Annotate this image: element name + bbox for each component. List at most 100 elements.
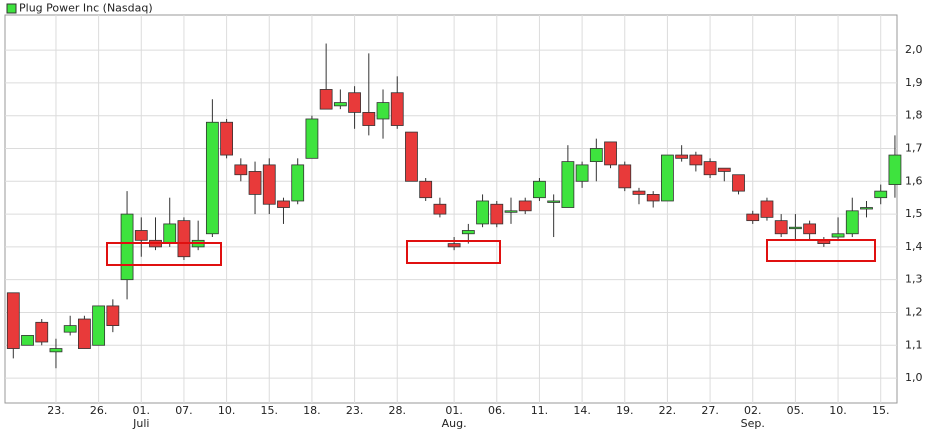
candle-body bbox=[646, 194, 660, 202]
x-tick-label: 14. bbox=[573, 404, 591, 417]
candle-body bbox=[49, 348, 63, 353]
x-tick-label: 05. bbox=[787, 404, 805, 417]
y-tick-label: 1,2 bbox=[905, 305, 923, 318]
candle-body bbox=[547, 200, 561, 203]
x-tick-label: 26. bbox=[90, 404, 108, 417]
y-tick-label: 1,3 bbox=[905, 273, 923, 286]
candle-body bbox=[234, 164, 248, 176]
candle-body bbox=[703, 161, 717, 176]
candle-body bbox=[106, 305, 120, 326]
highlight-box bbox=[766, 239, 876, 262]
plot-area bbox=[4, 14, 898, 404]
candle-body bbox=[760, 200, 774, 218]
candle-body bbox=[518, 200, 532, 212]
x-tick-label: 02. bbox=[744, 404, 762, 417]
y-tick-label: 1,4 bbox=[905, 240, 923, 253]
candle-body bbox=[575, 164, 589, 182]
y-tick-label: 1,0 bbox=[905, 371, 923, 384]
highlight-boxes bbox=[106, 239, 876, 266]
candle-body bbox=[447, 243, 461, 248]
x-tick-label: 19. bbox=[616, 404, 634, 417]
candle-body bbox=[476, 200, 489, 225]
x-tick-label: 28. bbox=[388, 404, 406, 417]
x-month-label: Aug. bbox=[442, 417, 467, 430]
x-tick-label: 18. bbox=[303, 404, 321, 417]
candle-body bbox=[78, 318, 91, 349]
x-month-label: Juli bbox=[132, 417, 149, 430]
candle-body bbox=[120, 213, 134, 281]
candle-body bbox=[376, 102, 390, 120]
y-tick-label: 1,6 bbox=[905, 174, 923, 187]
candle-body bbox=[604, 141, 617, 166]
candle-body bbox=[163, 223, 177, 245]
candle-body bbox=[831, 233, 845, 238]
candle-body bbox=[746, 213, 760, 222]
candle-body bbox=[689, 154, 703, 166]
candle-body bbox=[248, 171, 262, 195]
candle-body bbox=[134, 230, 148, 241]
x-tick-label: 23. bbox=[346, 404, 364, 417]
candle-body bbox=[405, 131, 418, 182]
legend-label: Plug Power Inc (Nasdaq) bbox=[19, 2, 153, 15]
candle-body bbox=[63, 325, 77, 333]
candle-body bbox=[348, 92, 361, 113]
candle-body bbox=[860, 207, 873, 210]
y-tick-label: 1,5 bbox=[905, 207, 923, 220]
candle-body bbox=[845, 210, 859, 235]
candle-body bbox=[533, 180, 546, 199]
candle-body bbox=[277, 200, 290, 208]
candle-body bbox=[177, 220, 191, 258]
candle-body bbox=[419, 180, 433, 199]
candle-body bbox=[675, 154, 689, 159]
y-tick-label: 2,0 bbox=[905, 43, 923, 56]
candle-body bbox=[390, 92, 404, 126]
candle-body bbox=[6, 292, 20, 349]
candle-body bbox=[618, 164, 632, 189]
x-tick-label: 22. bbox=[659, 404, 677, 417]
candle-body bbox=[205, 121, 219, 235]
candle-body bbox=[803, 223, 817, 235]
highlight-box bbox=[106, 242, 222, 266]
candle-body bbox=[319, 89, 333, 110]
highlight-box bbox=[406, 240, 501, 264]
x-tick-label: 07. bbox=[175, 404, 193, 417]
y-tick-label: 1,9 bbox=[905, 76, 923, 89]
candle-body bbox=[461, 230, 475, 235]
candle-body bbox=[35, 321, 49, 343]
candle-body bbox=[433, 203, 447, 215]
candle-body bbox=[789, 226, 802, 230]
candle-body bbox=[220, 121, 234, 156]
x-tick-label: 11. bbox=[531, 404, 549, 417]
x-tick-label: 10. bbox=[218, 404, 236, 417]
y-tick-label: 1,8 bbox=[905, 109, 923, 122]
legend-swatch bbox=[6, 3, 17, 14]
candle-body bbox=[888, 154, 902, 185]
candle-body bbox=[490, 203, 504, 225]
candle-body bbox=[362, 112, 376, 126]
candle-body bbox=[732, 174, 745, 192]
x-tick-label: 27. bbox=[701, 404, 719, 417]
candle-body bbox=[92, 305, 106, 346]
candle-body bbox=[333, 102, 347, 107]
candle-body bbox=[21, 335, 34, 346]
y-tick-label: 1,7 bbox=[905, 141, 923, 154]
candle-body bbox=[561, 161, 575, 208]
candle-body bbox=[262, 164, 276, 205]
candle-body bbox=[661, 154, 674, 202]
candle-body bbox=[291, 164, 305, 202]
candle-body bbox=[874, 190, 888, 199]
candle-body bbox=[504, 210, 518, 213]
x-month-label: Sep. bbox=[741, 417, 765, 430]
x-tick-label: 15. bbox=[261, 404, 279, 417]
x-tick-label: 23. bbox=[47, 404, 65, 417]
candle-body bbox=[632, 190, 646, 195]
candle-body bbox=[305, 118, 319, 159]
x-tick-label: 01. bbox=[133, 404, 151, 417]
x-tick-label: 01. bbox=[445, 404, 463, 417]
y-tick-label: 1,1 bbox=[905, 338, 923, 351]
candle-body bbox=[589, 148, 603, 163]
x-tick-label: 10. bbox=[829, 404, 847, 417]
candle-body bbox=[717, 167, 731, 172]
x-tick-label: 06. bbox=[488, 404, 506, 417]
